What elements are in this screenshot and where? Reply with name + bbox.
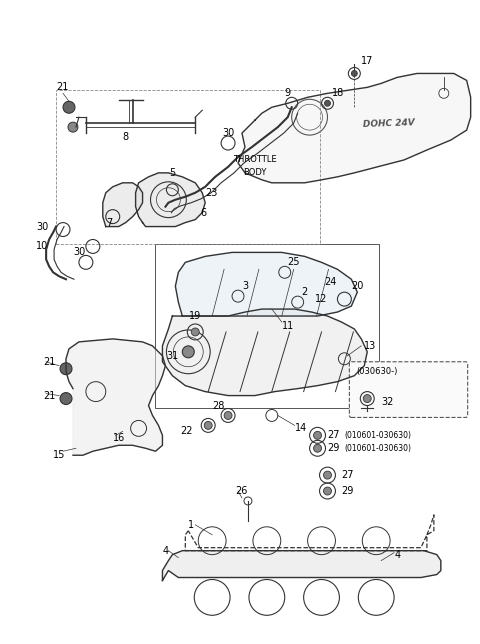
Text: 16: 16: [113, 433, 125, 443]
Circle shape: [182, 346, 194, 358]
Text: 29: 29: [327, 443, 340, 453]
Polygon shape: [162, 309, 367, 395]
Text: 28: 28: [212, 401, 224, 410]
FancyBboxPatch shape: [349, 362, 468, 417]
Polygon shape: [238, 73, 471, 183]
Circle shape: [224, 412, 232, 419]
Circle shape: [324, 100, 330, 106]
Text: 4: 4: [162, 545, 168, 556]
Text: 27: 27: [341, 470, 354, 480]
Polygon shape: [175, 252, 357, 316]
Text: 21: 21: [56, 82, 69, 92]
Polygon shape: [136, 173, 205, 227]
Circle shape: [68, 122, 78, 132]
Text: 15: 15: [53, 450, 65, 460]
Circle shape: [363, 395, 371, 402]
Bar: [56, 90, 320, 245]
Text: 7: 7: [106, 218, 112, 227]
Text: 30: 30: [222, 128, 234, 138]
Text: 9: 9: [285, 88, 291, 99]
Text: BODY: BODY: [243, 168, 266, 177]
Text: 19: 19: [189, 311, 202, 321]
Text: 17: 17: [361, 55, 373, 66]
Text: 29: 29: [341, 486, 354, 496]
Polygon shape: [103, 183, 143, 227]
Circle shape: [204, 421, 212, 430]
Text: (010601-030630): (010601-030630): [344, 444, 411, 453]
Text: 25: 25: [288, 258, 300, 267]
Polygon shape: [66, 339, 166, 455]
Text: 26: 26: [235, 486, 247, 496]
Circle shape: [192, 328, 199, 336]
Text: 21: 21: [43, 390, 56, 401]
Text: 27: 27: [327, 430, 340, 440]
Text: (030630-): (030630-): [357, 367, 398, 376]
Text: 2: 2: [301, 287, 308, 297]
Text: 8: 8: [122, 132, 129, 142]
Text: 31: 31: [166, 351, 179, 361]
Text: 4: 4: [394, 549, 400, 560]
Text: 12: 12: [314, 294, 327, 304]
Circle shape: [313, 444, 322, 452]
Circle shape: [60, 363, 72, 375]
Text: 22: 22: [180, 426, 192, 437]
Text: 30: 30: [36, 222, 48, 232]
Circle shape: [324, 487, 332, 495]
Text: 23: 23: [205, 188, 217, 198]
Bar: [156, 245, 379, 408]
Circle shape: [351, 70, 357, 77]
Text: 6: 6: [200, 207, 206, 218]
Circle shape: [63, 101, 75, 113]
Text: 20: 20: [351, 281, 364, 291]
Circle shape: [313, 431, 322, 439]
Text: (010601-030630): (010601-030630): [344, 431, 411, 440]
Text: THROTTLE: THROTTLE: [233, 155, 277, 164]
Text: 11: 11: [282, 321, 294, 331]
Text: 5: 5: [169, 168, 176, 178]
Text: 30: 30: [73, 247, 85, 258]
Text: 1: 1: [188, 520, 194, 530]
Text: 10: 10: [36, 242, 48, 251]
Text: 14: 14: [295, 423, 307, 433]
Text: 32: 32: [381, 397, 394, 406]
Circle shape: [60, 393, 72, 404]
Text: 21: 21: [43, 357, 56, 367]
Text: 3: 3: [242, 281, 248, 291]
Circle shape: [324, 471, 332, 479]
Text: 24: 24: [324, 277, 337, 287]
Text: DOHC 24V: DOHC 24V: [363, 118, 415, 129]
Text: 18: 18: [332, 88, 344, 99]
Text: 13: 13: [364, 341, 376, 351]
Polygon shape: [162, 551, 441, 580]
